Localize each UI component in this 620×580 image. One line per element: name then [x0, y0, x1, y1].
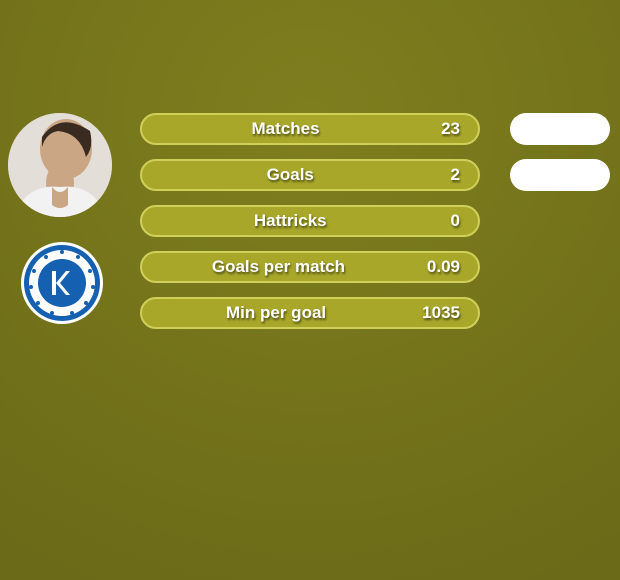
stat-pill-right: [510, 159, 610, 191]
stat-value: 1035: [422, 303, 460, 323]
stat-row-goals-per-match: Goals per match 0.09: [140, 251, 480, 283]
stat-value: 23: [441, 119, 460, 139]
stat-pill-left: Goals per match 0.09: [140, 251, 480, 283]
stat-value: 2: [451, 165, 460, 185]
player-photo: [8, 113, 112, 217]
stat-pill-left: Min per goal 1035: [140, 297, 480, 329]
club-logo: [20, 241, 104, 325]
stat-pill-left: Goals 2: [140, 159, 480, 191]
stat-value: 0.09: [427, 257, 460, 277]
player-headshot-icon: [8, 113, 112, 217]
stat-label: Hattricks: [142, 211, 439, 231]
stat-label: Goals per match: [142, 257, 415, 277]
stat-row-hattricks: Hattricks 0: [140, 205, 480, 237]
stat-row-min-per-goal: Min per goal 1035: [140, 297, 480, 329]
stat-label: Matches: [142, 119, 429, 139]
stat-pill-left: Hattricks 0: [140, 205, 480, 237]
stat-pill-right: [510, 113, 610, 145]
stat-row-matches: Matches 23: [140, 113, 480, 145]
stat-label: Min per goal: [142, 303, 410, 323]
club-crest-icon: [20, 241, 104, 325]
stat-row-goals: Goals 2: [140, 159, 480, 191]
stat-label: Goals: [142, 165, 439, 185]
stat-pill-left: Matches 23: [140, 113, 480, 145]
stat-value: 0: [451, 211, 460, 231]
stat-bars: Matches 23 Goals 2 Hattricks 0: [140, 113, 480, 329]
stats-area: Matches 23 Goals 2 Hattricks 0: [0, 113, 620, 329]
